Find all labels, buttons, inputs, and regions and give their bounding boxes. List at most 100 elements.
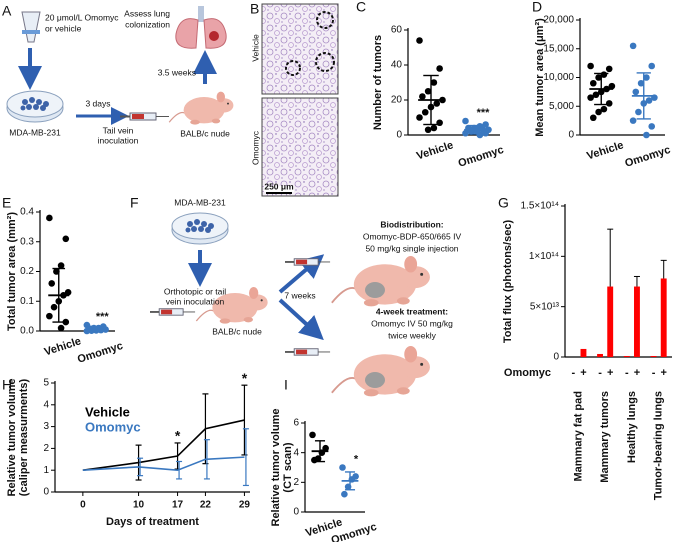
bar xyxy=(580,348,587,357)
error-bar xyxy=(423,74,439,126)
panel-label: C xyxy=(356,0,366,15)
data-point xyxy=(462,117,469,125)
error-bar xyxy=(203,439,210,480)
data-point xyxy=(629,117,637,124)
syringe xyxy=(285,347,331,357)
error-bar xyxy=(176,460,183,480)
error-bar xyxy=(135,444,142,481)
y-tick-label: 6 xyxy=(293,418,299,429)
data-point xyxy=(309,431,316,439)
series-label: + xyxy=(607,367,613,379)
y-tick-label: 0.1 xyxy=(20,296,34,307)
x-tick-label: 10 xyxy=(133,500,145,511)
data-point xyxy=(421,108,429,116)
scale-bg xyxy=(264,186,294,192)
y-tick-label: 0 xyxy=(43,487,49,498)
data-point xyxy=(643,131,650,139)
data-point xyxy=(462,129,469,137)
x-tick-label: Vehicle xyxy=(585,139,625,162)
label: Omomyc IV 50 mg/kg xyxy=(371,318,453,328)
x-tick-label: Mammary fat pad xyxy=(572,391,584,481)
y-tick-label: 0 xyxy=(568,130,574,141)
y-tick-label: 20 xyxy=(391,95,403,106)
data-point xyxy=(643,74,650,81)
data-point xyxy=(430,124,438,132)
significance: *** xyxy=(96,311,110,323)
legend-label: Vehicle xyxy=(85,404,130,419)
data-point xyxy=(48,280,56,287)
x-tick-label: Omomyc xyxy=(76,340,124,366)
error-bar xyxy=(137,457,144,477)
label: Biodistribution: xyxy=(380,219,443,229)
data-point xyxy=(589,79,597,87)
x-axis-label: Omomyc xyxy=(504,367,551,379)
syringe xyxy=(150,307,196,317)
label: BALB/c nude xyxy=(180,128,230,138)
data-point xyxy=(605,100,613,107)
panel-label: I xyxy=(284,377,288,393)
bar xyxy=(650,355,657,357)
lungs xyxy=(175,6,227,49)
x-tick-label: 29 xyxy=(239,500,251,511)
series-label: + xyxy=(580,367,586,379)
label: MDA-MB-231 xyxy=(174,197,226,207)
data-point xyxy=(64,289,72,296)
label: vein inoculation xyxy=(166,296,225,306)
panel-label: G xyxy=(498,195,509,211)
y-tick-label: 4 xyxy=(293,447,299,458)
syringe xyxy=(285,257,331,267)
error-bar xyxy=(52,267,66,323)
data-point xyxy=(46,312,53,320)
label: 4-week treatment: xyxy=(376,306,448,316)
y-tick-label: 60 xyxy=(391,25,403,36)
panel-label: E xyxy=(2,195,11,211)
significance: * xyxy=(242,370,248,386)
error-bar xyxy=(594,72,609,106)
label: or vehicle xyxy=(45,23,82,33)
label: 3.5 weeks xyxy=(158,67,196,77)
y-tick-label: 0.3 xyxy=(20,236,34,247)
error-bar xyxy=(633,275,640,287)
label: inoculation xyxy=(98,135,139,145)
arrow xyxy=(278,254,325,294)
data-point xyxy=(635,108,642,116)
data-point xyxy=(57,262,65,269)
data-point xyxy=(430,79,438,86)
x-tick-label: Tumor-bearing lungs xyxy=(653,391,665,500)
y-tick-label: 40 xyxy=(391,60,403,71)
dish xyxy=(171,212,229,245)
y-axis-label: (caliper measurments) xyxy=(18,378,30,496)
series-label: + xyxy=(634,367,640,379)
tumor xyxy=(365,372,385,388)
y-tick-label: 0.2 xyxy=(20,266,34,277)
y-tick-label: 2 xyxy=(43,443,49,454)
data-point xyxy=(88,327,95,335)
x-tick-label: 17 xyxy=(172,500,184,511)
bar xyxy=(623,355,630,357)
y-axis-label: Number of tumors xyxy=(372,35,384,130)
error-bar xyxy=(314,440,326,463)
error-bar xyxy=(89,325,103,331)
panel-label: B xyxy=(250,1,259,17)
data-point xyxy=(482,129,489,137)
bar xyxy=(660,278,667,357)
scale-label: 250 μm xyxy=(264,181,294,191)
data-point xyxy=(62,318,70,326)
data-point xyxy=(436,65,443,72)
data-point xyxy=(629,42,637,50)
data-point xyxy=(322,444,329,452)
y-tick-label: 4 xyxy=(43,399,49,410)
y-tick-label: 0 xyxy=(293,507,299,518)
y-tick-label: 1×10¹⁴ xyxy=(529,251,559,262)
label: colonization xyxy=(125,19,170,29)
x-tick-label: Healthy lungs xyxy=(626,391,638,463)
data-point xyxy=(632,88,640,96)
data-point xyxy=(595,74,602,81)
series-label: - xyxy=(652,367,656,379)
data-point xyxy=(587,94,594,101)
data-point xyxy=(50,303,58,311)
label: Omomyc-BDP-650/665 IV xyxy=(363,231,462,241)
tumor xyxy=(365,282,385,298)
series-label: - xyxy=(625,367,629,379)
x-tick-label: 0 xyxy=(80,500,86,511)
